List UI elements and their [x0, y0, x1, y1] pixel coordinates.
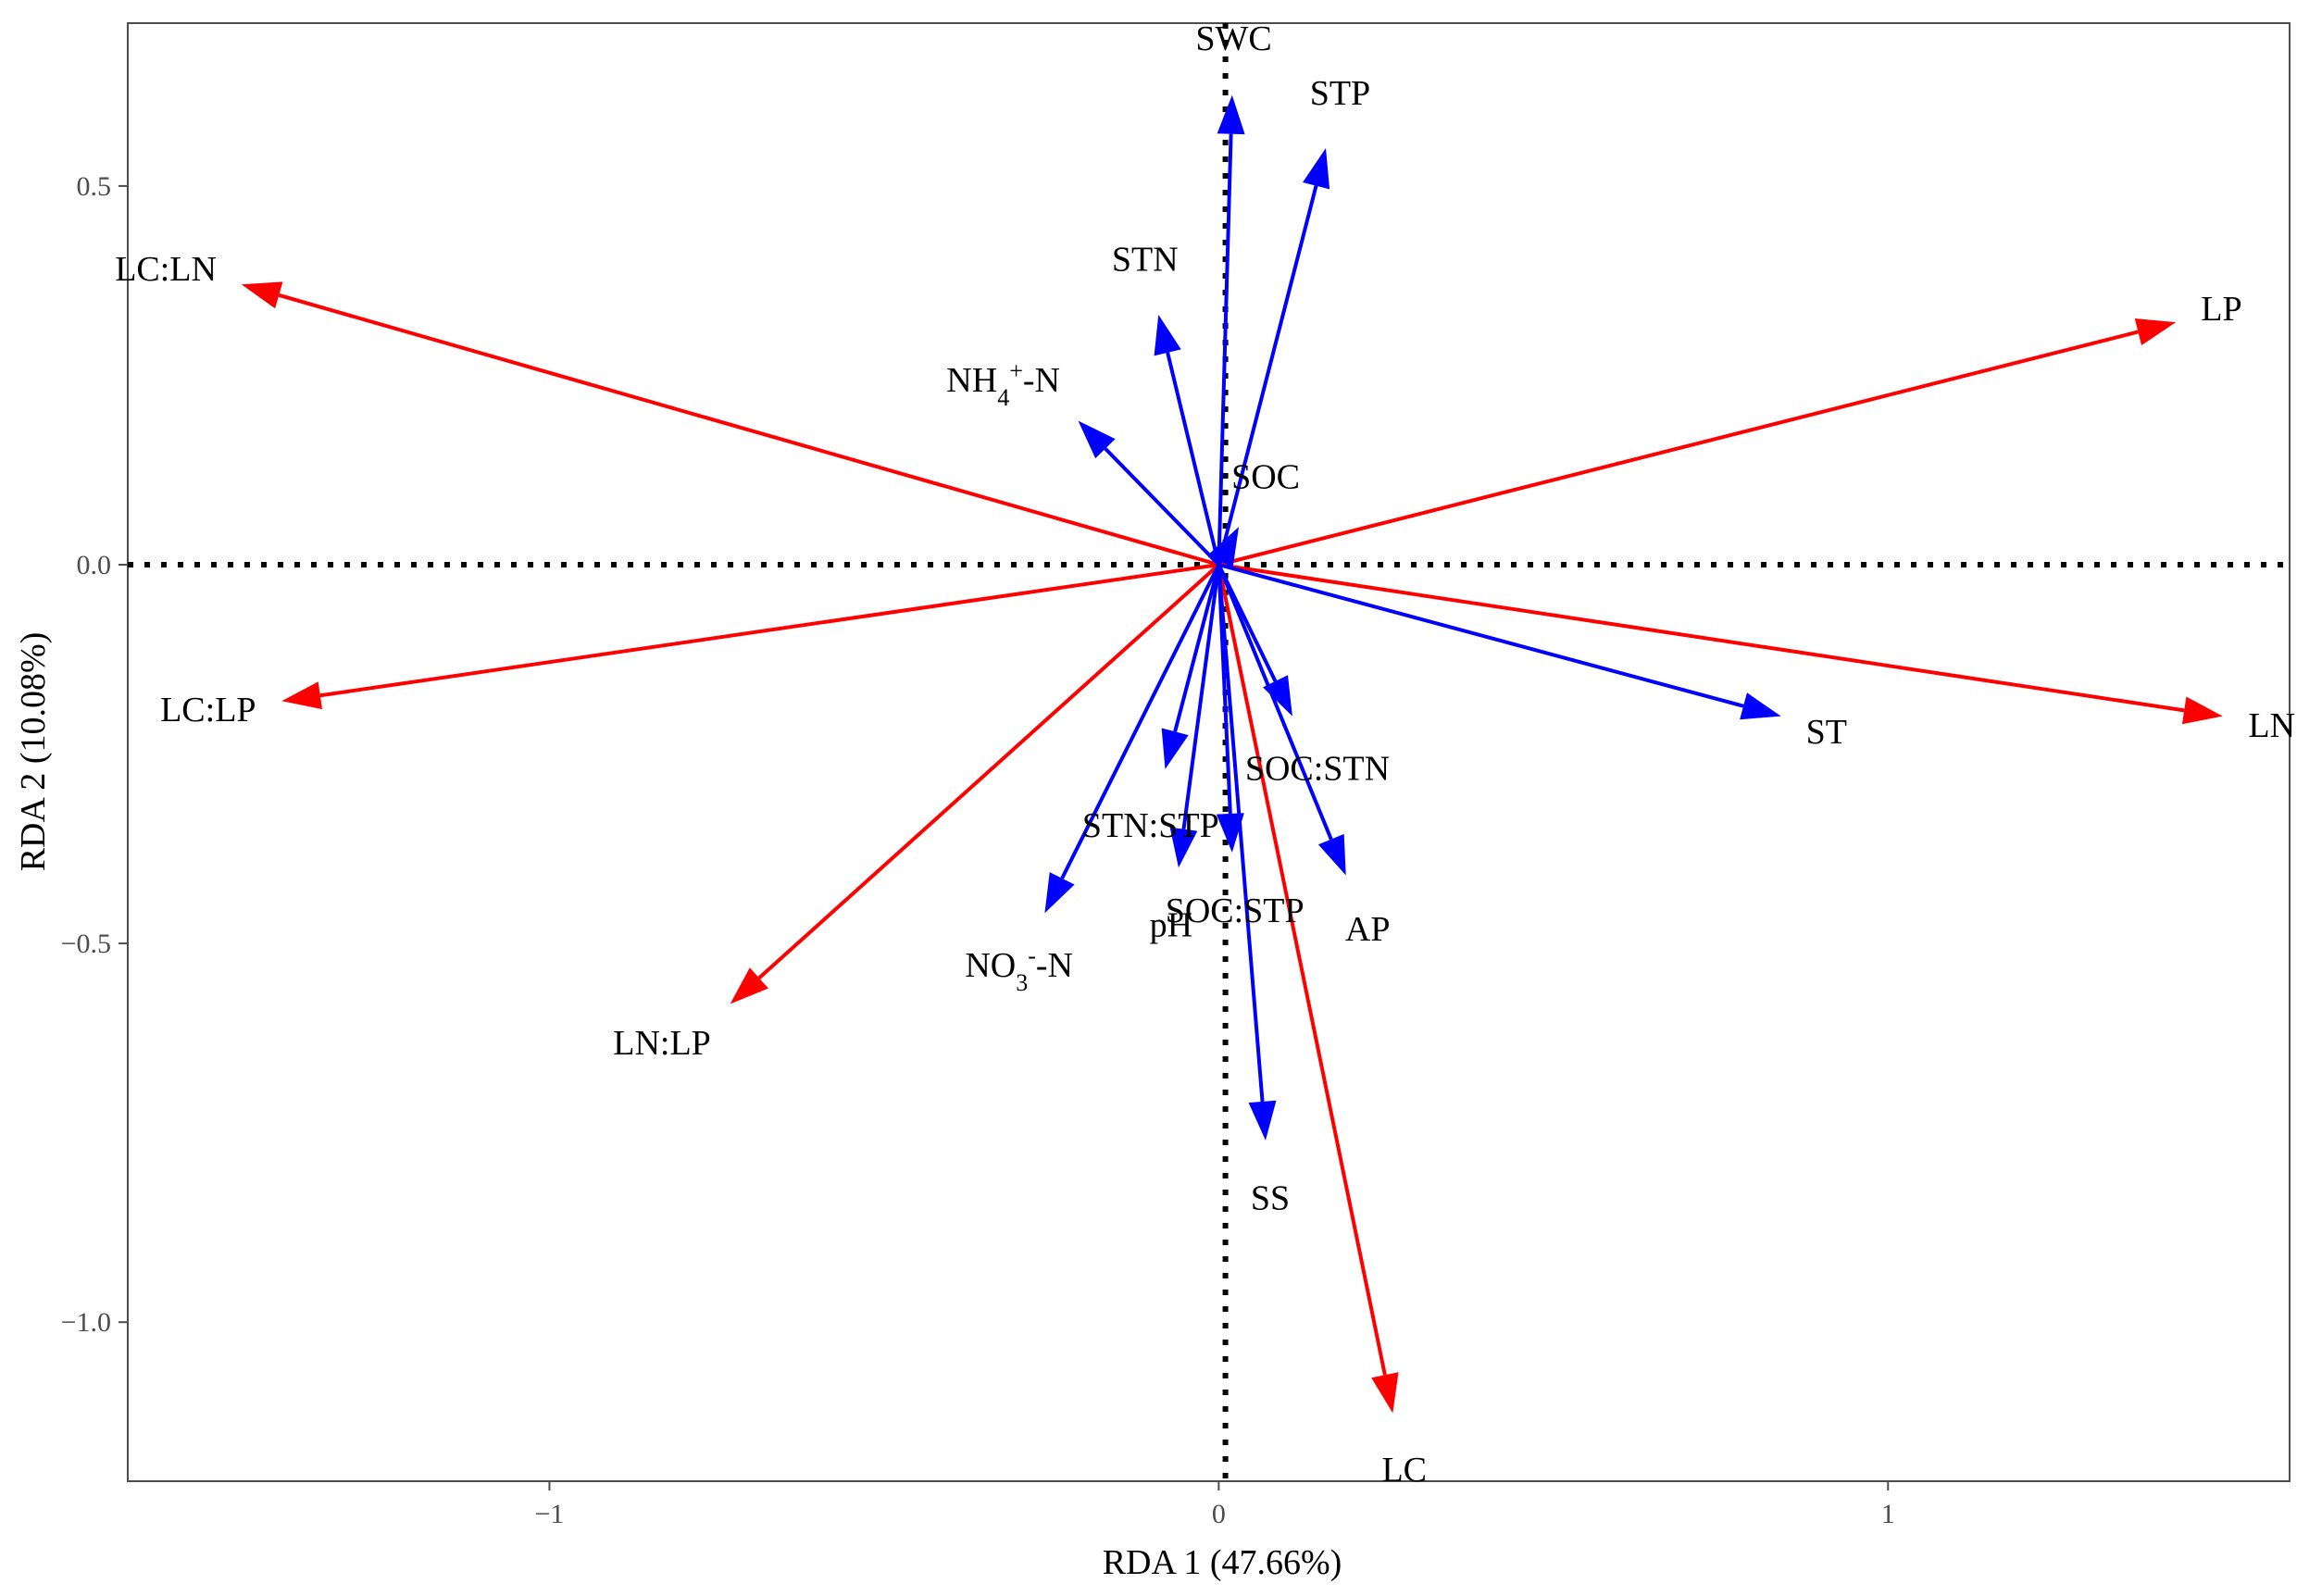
- y-tick-label: 0.0: [77, 550, 112, 580]
- vector-label-socstp: SOC:STP: [1166, 892, 1305, 930]
- vector-label-lp: LP: [2201, 290, 2241, 329]
- vector-head-lnlp: [730, 967, 768, 1004]
- vector-head-lp: [2134, 318, 2177, 346]
- vector-head-ap: [1317, 833, 1346, 876]
- vector-head-nh4n: [1078, 420, 1116, 459]
- vector-head-socstp: [1216, 813, 1244, 853]
- vector-line-lcln: [278, 293, 1219, 567]
- vector-head-stp: [1303, 148, 1330, 190]
- vector-line-ph: [1181, 564, 1221, 829]
- vector-head-swc: [1217, 94, 1245, 135]
- y-tick-label: −0.5: [61, 929, 111, 959]
- vector-line-lp: [1217, 330, 2139, 567]
- vector-line-lclp: [319, 563, 1219, 698]
- y-axis-title: RDA 2 (10.08%): [14, 632, 53, 872]
- vector-label-stnstp: STN:STP: [1082, 806, 1219, 845]
- vector-label-no3n: NO3--N: [965, 941, 1073, 995]
- vector-line-swc: [1217, 133, 1233, 566]
- vector-label-stp: STP: [1310, 74, 1370, 113]
- vector-label-ph: pH: [1150, 906, 1192, 945]
- vector-label-swc: SWC: [1195, 19, 1271, 58]
- vector-head-socstn: [1263, 675, 1292, 717]
- vector-head-ss: [1248, 1100, 1277, 1141]
- y-tick-label: −1.0: [61, 1307, 111, 1338]
- x-tick-label: 0: [1212, 1499, 1226, 1529]
- vector-line-nh4n: [1104, 447, 1220, 567]
- vector-line-ss: [1217, 564, 1265, 1103]
- x-tick-label: −1: [534, 1499, 564, 1529]
- vector-label-ss: SS: [1251, 1179, 1290, 1218]
- vector-label-st: ST: [1806, 713, 1847, 752]
- vector-head-lc: [1371, 1372, 1399, 1414]
- vector-line-no3n: [1060, 564, 1221, 879]
- vector-line-stp: [1217, 185, 1318, 566]
- vector-label-ln: LN: [2248, 706, 2295, 745]
- vector-line-stn: [1166, 352, 1221, 566]
- vector-line-lc: [1217, 564, 1387, 1376]
- vector-label-soc: SOC: [1231, 457, 1300, 496]
- vector-line-lnlp: [757, 563, 1220, 979]
- y-tick-label: 0.5: [77, 171, 112, 202]
- vector-label-nh4n: NH4+-N: [946, 357, 1060, 411]
- vector-label-lcln: LC:LN: [115, 250, 217, 289]
- vector-head-stn: [1154, 315, 1181, 356]
- vector-line-ap: [1217, 564, 1333, 841]
- vector-head-no3n: [1044, 872, 1075, 914]
- vector-label-socstn: SOC:STN: [1245, 749, 1390, 788]
- x-axis-title: RDA 1 (47.66%): [1103, 1543, 1342, 1582]
- vector-head-soc: [1208, 527, 1240, 568]
- vector-head-lclp: [281, 681, 322, 710]
- vector-label-stn: STN: [1112, 241, 1179, 280]
- vector-line-st: [1217, 563, 1744, 708]
- vector-head-ph: [1169, 827, 1198, 868]
- vector-label-lnlp: LN:LP: [613, 1024, 711, 1063]
- vector-line-ln: [1218, 563, 2185, 713]
- plot-frame: [127, 22, 2291, 1482]
- vector-head-ln: [2181, 696, 2223, 725]
- vector-label-lclp: LC:LP: [160, 691, 256, 729]
- x-tick-label: 1: [1881, 1499, 1895, 1529]
- vector-label-lc: LC: [1381, 1451, 1427, 1490]
- vector-head-lcln: [241, 281, 283, 309]
- vector-label-ap: AP: [1345, 910, 1391, 949]
- vector-head-stnstp: [1161, 728, 1189, 769]
- vector-line-stnstp: [1173, 564, 1221, 732]
- vector-head-st: [1740, 692, 1781, 720]
